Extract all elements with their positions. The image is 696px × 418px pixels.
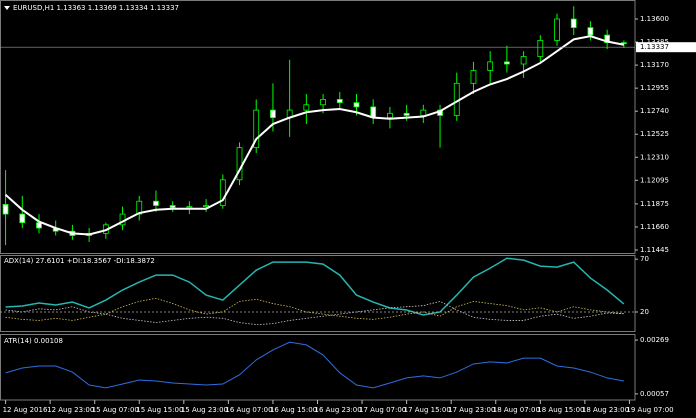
y-tick-label: 0.00269: [640, 336, 669, 344]
menu-arrow[interactable]: [4, 6, 10, 10]
indicator-line: [5, 297, 624, 321]
x-tick-label: 15 Aug 15:00: [136, 406, 183, 414]
candle-body: [169, 205, 176, 209]
x-tick-label: 18 Aug 15:00: [537, 406, 584, 414]
y-tick-label: 1.11875: [640, 200, 669, 208]
candle-body: [253, 109, 260, 149]
indicator-line: [5, 341, 624, 389]
candle-body: [520, 56, 527, 65]
candle-body: [487, 61, 494, 71]
candle-body: [604, 34, 611, 43]
x-tick-label: 15 Aug 07:00: [92, 406, 139, 414]
y-tick-label: 0.00057: [640, 390, 669, 398]
candle-body: [587, 27, 594, 36]
candle-body: [503, 61, 510, 65]
candle-body: [537, 40, 544, 57]
x-tick-label: 16 Aug 23:00: [315, 406, 362, 414]
chart-title: EURUSD,H1 1.13363 1.13369 1.13334 1.1333…: [13, 4, 179, 12]
y-tick-label: 1.12955: [640, 84, 669, 92]
candle-body: [19, 213, 26, 224]
candle-body: [219, 179, 226, 206]
x-tick-label: 18 Aug 23:00: [582, 406, 629, 414]
y-tick-label: 1.12095: [640, 176, 669, 184]
y-tick-label: 1.13600: [640, 15, 669, 23]
price-label-box: [636, 42, 696, 53]
x-tick-label: 17 Aug 15:00: [404, 406, 451, 414]
y-tick-label: 1.12740: [640, 107, 669, 115]
indicator-line: [5, 300, 624, 326]
candle-body: [403, 112, 410, 116]
indicator-line: [5, 257, 625, 316]
candle-body: [470, 70, 477, 84]
x-tick-label: 17 Aug 07:00: [359, 406, 406, 414]
adx-panel-frame: [0, 255, 636, 332]
candle-body: [203, 205, 209, 207]
x-tick-label: 18 Aug 07:00: [493, 406, 540, 414]
y-tick-label: 1.12525: [640, 130, 669, 138]
candle-body: [620, 42, 627, 45]
y-tick-label: 1.13170: [640, 61, 669, 69]
atr-title: ATR(14) 0.00108: [4, 337, 63, 345]
x-tick-label: 19 Aug 07:00: [626, 406, 673, 414]
y-tick-label: 1.11660: [640, 223, 669, 231]
x-tick-label: 16 Aug 07:00: [225, 406, 272, 414]
candle-body: [153, 200, 159, 206]
x-tick-label: 16 Aug 15:00: [270, 406, 317, 414]
candle-body: [186, 206, 193, 209]
y-tick-label: 20: [640, 308, 649, 316]
moving-average: [4, 35, 625, 236]
candle-body: [353, 102, 360, 108]
y-tick-label: 70: [640, 255, 649, 263]
candle-body: [336, 98, 343, 104]
x-tick-label: 17 Aug 23:00: [448, 406, 495, 414]
candle-body: [320, 98, 326, 106]
candle-body: [570, 18, 577, 28]
candle-body: [387, 112, 393, 119]
candle-body: [420, 109, 427, 116]
main-panel-frame: [0, 0, 636, 254]
adx-title: ADX(14) 27.6101 +DI:18.3567 -DI:18.3872: [4, 257, 155, 265]
x-tick-label: 12 Aug 23:00: [47, 406, 94, 414]
candle-body: [303, 104, 310, 111]
candle-body: [554, 18, 560, 41]
candle-body: [36, 222, 42, 229]
candle-body: [270, 109, 276, 119]
candle-body: [2, 204, 9, 215]
x-tick-label: 15 Aug 23:00: [181, 406, 228, 414]
y-tick-label: 1.13385: [640, 38, 669, 46]
y-tick-label: 1.11445: [640, 246, 669, 254]
y-tick-label: 1.12310: [640, 153, 669, 161]
x-tick-label: 12 Aug 2016: [3, 406, 48, 414]
price-label: 1.13337: [640, 43, 669, 51]
